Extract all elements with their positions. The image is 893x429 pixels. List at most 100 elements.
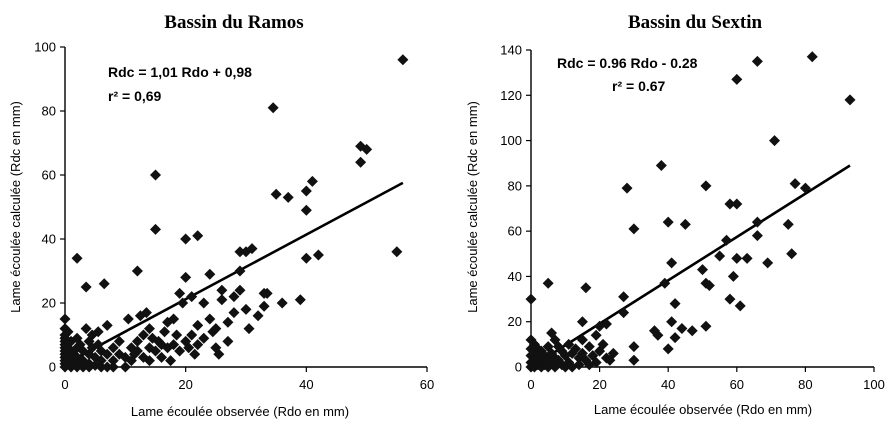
y-tick-label: 100	[34, 40, 56, 55]
data-point	[731, 73, 743, 85]
data-point	[769, 135, 781, 147]
data-point	[183, 342, 195, 354]
data-point	[107, 361, 119, 373]
data-point	[782, 218, 794, 230]
data-point	[727, 270, 739, 282]
y-tick-label: 20	[42, 296, 56, 311]
data-point	[174, 345, 186, 357]
data-point	[122, 313, 134, 325]
data-point	[240, 303, 252, 315]
data-point	[786, 248, 798, 260]
x-tick-label: 40	[661, 377, 675, 392]
data-point	[177, 297, 189, 309]
x-tick-label: 20	[178, 377, 192, 392]
data-point	[204, 268, 216, 280]
data-point	[697, 264, 708, 276]
x-tick-label: 20	[592, 377, 606, 392]
data-point	[186, 291, 198, 303]
y-tick-label: 80	[42, 104, 56, 119]
data-point	[62, 326, 74, 338]
data-point	[628, 354, 640, 366]
y-tick-label: 0	[49, 360, 56, 375]
chart-title: Bassin du Ramos	[164, 12, 303, 33]
data-point	[234, 265, 246, 277]
data-point	[659, 277, 671, 289]
y-tick-label: 0	[515, 360, 522, 375]
data-point	[95, 361, 107, 373]
data-point	[294, 294, 306, 306]
data-point	[669, 332, 681, 344]
data-point	[159, 326, 171, 338]
y-tick-label: 80	[508, 178, 522, 193]
y-tick-label: 20	[508, 314, 522, 329]
data-point	[171, 329, 183, 341]
data-point	[570, 343, 582, 355]
data-point	[618, 291, 630, 303]
data-point	[156, 351, 168, 363]
data-point	[243, 323, 255, 335]
data-point	[628, 341, 640, 353]
data-point	[597, 338, 609, 350]
data-point	[282, 191, 294, 203]
data-point	[731, 198, 743, 210]
data-point	[198, 332, 210, 344]
data-point	[228, 307, 240, 319]
y-axis-label: Lame écoulée calculée (Rdc en mm)	[465, 101, 480, 313]
x-tick-label: 80	[798, 377, 812, 392]
data-point	[662, 343, 674, 355]
points-layer	[525, 51, 856, 373]
data-point	[204, 313, 216, 325]
x-tick-label: 100	[863, 377, 885, 392]
data-point	[580, 282, 592, 294]
data-point	[92, 326, 104, 338]
x-tick-label: 0	[527, 377, 534, 392]
data-point	[300, 185, 312, 197]
data-point	[150, 345, 161, 357]
x-tick-label: 60	[730, 377, 744, 392]
data-point	[276, 297, 288, 309]
data-point	[621, 182, 633, 194]
data-point	[741, 252, 753, 264]
y-tick-label: 120	[500, 88, 522, 103]
data-point	[258, 300, 270, 312]
data-point	[542, 277, 554, 289]
data-point	[300, 204, 312, 216]
data-point	[101, 319, 113, 331]
data-point	[751, 55, 763, 67]
data-point	[192, 339, 204, 351]
data-point	[189, 348, 201, 360]
trendline-layer	[64, 181, 404, 366]
data-point	[234, 246, 246, 258]
data-point	[186, 329, 198, 341]
data-point	[576, 316, 588, 328]
data-point	[107, 355, 119, 367]
data-point	[216, 284, 228, 296]
data-point	[131, 265, 143, 277]
data-point	[590, 329, 602, 341]
data-point	[666, 257, 678, 269]
x-tick-label: 0	[61, 377, 68, 392]
data-point	[525, 293, 537, 305]
data-point	[140, 307, 152, 319]
data-point	[312, 249, 324, 261]
y-axis-label: Lame écoulée calculée (Rdc en mm)	[8, 101, 23, 313]
data-point	[192, 230, 204, 242]
y-tick-label: 40	[42, 232, 56, 247]
data-point	[751, 216, 763, 228]
data-point	[267, 102, 279, 114]
data-point	[180, 233, 192, 245]
data-point	[107, 342, 119, 354]
r-squared-label: r² = 0.67	[612, 78, 666, 94]
y-tick-label: 140	[500, 43, 522, 58]
data-point	[655, 159, 667, 171]
data-point	[590, 356, 602, 368]
data-point	[361, 143, 373, 155]
data-point	[714, 250, 726, 262]
data-point	[628, 223, 640, 235]
data-point	[150, 223, 161, 235]
data-point	[576, 334, 588, 346]
data-point	[762, 257, 774, 269]
x-axis-label: Lame écoulée observée (Rdo en mm)	[131, 404, 349, 419]
data-point	[137, 329, 149, 341]
data-point	[666, 316, 678, 328]
